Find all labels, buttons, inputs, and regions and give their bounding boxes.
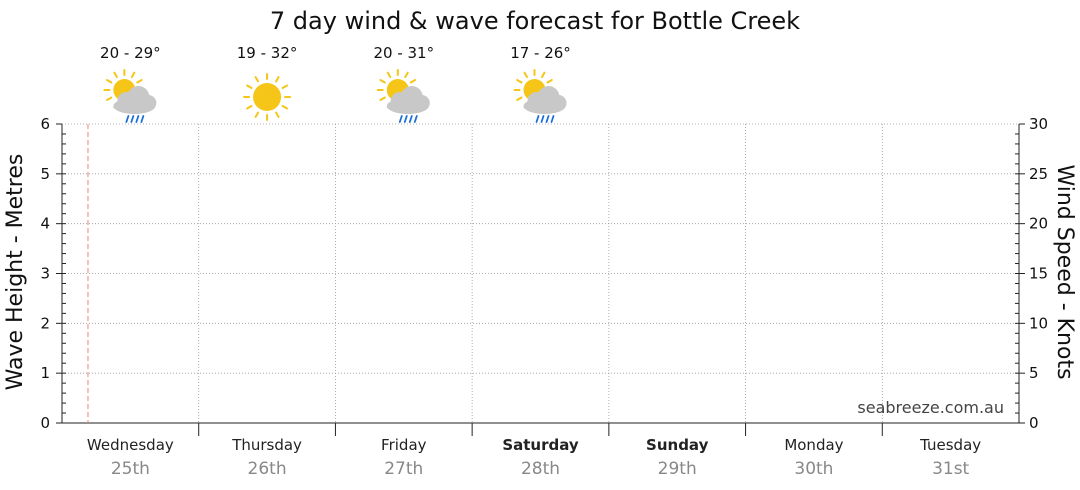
watermark: seabreeze.com.au (857, 398, 1004, 417)
day-name-label: Wednesday (87, 436, 174, 454)
left-tick-label: 6 (40, 115, 50, 133)
right-tick-label: 30 (1029, 115, 1048, 133)
day-name-label: Monday (784, 436, 843, 454)
left-tick-label: 5 (40, 165, 50, 183)
day-date-label: 25th (111, 459, 150, 479)
day-name-label: Saturday (502, 436, 579, 454)
chart-title: 7 day wind & wave forecast for Bottle Cr… (270, 7, 800, 35)
sun-cloud-rain-icon (103, 69, 157, 123)
right-axis: 0 5 10 15 20 25 30 (1015, 115, 1048, 432)
temperature-range: 20 - 31° (373, 44, 434, 62)
day-date-label: 30th (794, 459, 833, 479)
day-date-label: 27th (384, 459, 423, 479)
day-name-label: Friday (381, 436, 427, 454)
temperature-range: 17 - 26° (510, 44, 571, 62)
day-labels: Wednesday 25th Thursday 26th Friday 27th Satur… (87, 436, 981, 479)
left-tick-label: 3 (40, 265, 50, 283)
day-date-label: 28th (521, 459, 560, 479)
rain-cloud-icon (113, 86, 157, 123)
sun-icon (243, 73, 292, 121)
right-tick-label: 10 (1029, 314, 1048, 332)
right-tick-label: 25 (1029, 165, 1048, 183)
rain-cloud-icon (523, 86, 567, 123)
right-tick-label: 5 (1029, 364, 1039, 382)
day-date-label: 26th (248, 459, 287, 479)
right-tick-label: 15 (1029, 265, 1048, 283)
day-name-label: Sunday (646, 436, 709, 454)
left-axis: 0 1 2 3 4 5 6 (40, 115, 66, 432)
left-tick-label: 1 (40, 364, 50, 382)
left-tick-label: 0 (40, 414, 50, 432)
right-tick-label: 20 (1029, 215, 1048, 233)
sun-icon (243, 73, 292, 121)
rain-cloud-icon (386, 86, 430, 123)
right-axis-title: Wind Speed - Knots (1052, 164, 1077, 379)
grid-lines (62, 123, 1019, 436)
day-name-label: Thursday (231, 436, 302, 454)
left-tick-label: 2 (40, 314, 50, 332)
sun-cloud-rain-icon (376, 69, 430, 123)
day-date-label: 31st (932, 459, 969, 479)
left-axis-title: Wave Height - Metres (3, 154, 28, 391)
sun-cloud-rain-icon (513, 69, 567, 123)
temperature-range: 19 - 32° (237, 44, 298, 62)
temperature-range: 20 - 29° (100, 44, 161, 62)
day-name-label: Tuesday (919, 436, 981, 454)
right-tick-label: 0 (1029, 414, 1039, 432)
forecast-row: 20 - 29° 19 - 32° 20 - 31° 17 - 26° (100, 44, 571, 123)
left-tick-label: 4 (40, 215, 50, 233)
day-date-label: 29th (658, 459, 697, 479)
